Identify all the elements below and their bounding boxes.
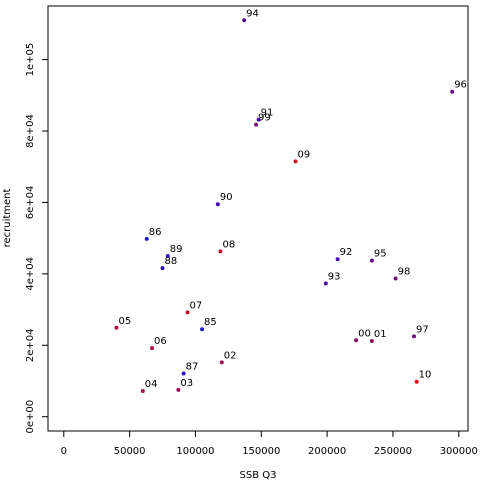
y-tick-label: 4e+04 <box>25 257 36 291</box>
data-point <box>218 249 223 254</box>
data-point <box>414 379 419 384</box>
y-axis-title: recruitment <box>2 189 13 248</box>
data-point <box>323 281 328 286</box>
x-tick-label: 0 <box>61 446 67 457</box>
data-point <box>256 117 261 122</box>
data-point <box>181 371 186 376</box>
x-axis: 0 50000 100000 150000 200000 250000 300000 <box>61 430 478 457</box>
data-point <box>412 334 417 339</box>
point-label: 91 <box>261 108 274 119</box>
data-point <box>242 18 247 23</box>
x-tick-label: 150000 <box>242 446 280 457</box>
data-point <box>150 346 155 351</box>
point-label: 99 <box>258 113 271 124</box>
data-point <box>176 387 181 392</box>
y-tick-label: 2e+04 <box>25 328 36 362</box>
point-label: 96 <box>454 80 467 91</box>
point-label: 10 <box>419 370 432 381</box>
data-point <box>185 310 190 315</box>
x-tick-label: 100000 <box>176 446 214 457</box>
point-label: 94 <box>246 8 259 19</box>
data-point <box>219 360 224 365</box>
y-tick-label: 0e+00 <box>25 400 36 434</box>
point-label: 08 <box>222 239 235 250</box>
data-point <box>215 202 220 207</box>
point-label: 01 <box>374 329 387 340</box>
point-label: 07 <box>190 300 203 311</box>
point-label: 05 <box>118 316 131 327</box>
data-point <box>369 339 374 343</box>
y-tick-label: 1e+05 <box>25 43 36 77</box>
point-label: 90 <box>220 192 233 203</box>
point-label: 86 <box>149 227 162 238</box>
data-point <box>165 254 170 258</box>
point-label: 87 <box>186 362 199 373</box>
x-tick-label: 300000 <box>440 446 478 457</box>
point-label: 06 <box>154 336 167 347</box>
data-point <box>140 389 145 393</box>
point-label: 04 <box>145 379 158 390</box>
point-label: 97 <box>416 324 429 335</box>
point-label: 89 <box>170 244 183 255</box>
point-label: 95 <box>374 249 387 260</box>
point-label: 92 <box>340 247 353 258</box>
plot-frame <box>47 5 469 432</box>
point-label: 09 <box>298 149 311 160</box>
data-point <box>200 327 205 332</box>
data-point <box>354 338 359 343</box>
point-label: 02 <box>224 350 237 361</box>
point-label: 03 <box>180 378 193 389</box>
point-label: 88 <box>165 256 178 267</box>
data-point <box>114 325 119 330</box>
x-axis-title: SSB Q3 <box>240 470 277 480</box>
data-point <box>160 266 165 271</box>
x-tick-label: 200000 <box>308 446 346 457</box>
data-point <box>335 257 340 262</box>
y-tick-label: 8e+04 <box>25 114 36 148</box>
data-point <box>393 276 398 281</box>
point-label: 98 <box>398 267 411 278</box>
point-label: 00 <box>358 328 371 339</box>
data-point <box>254 122 259 127</box>
data-point <box>450 89 455 94</box>
y-tick-label: 6e+04 <box>25 186 36 220</box>
x-tick-label: 50000 <box>114 446 146 457</box>
x-tick-label: 250000 <box>374 446 412 457</box>
data-point <box>293 159 298 164</box>
point-label: 93 <box>328 272 341 283</box>
y-axis: 0e+00 2e+04 4e+04 6e+04 8e+04 1e+05 <box>25 43 49 434</box>
point-label: 85 <box>204 317 217 328</box>
data-point <box>369 258 374 263</box>
data-point <box>144 236 149 241</box>
